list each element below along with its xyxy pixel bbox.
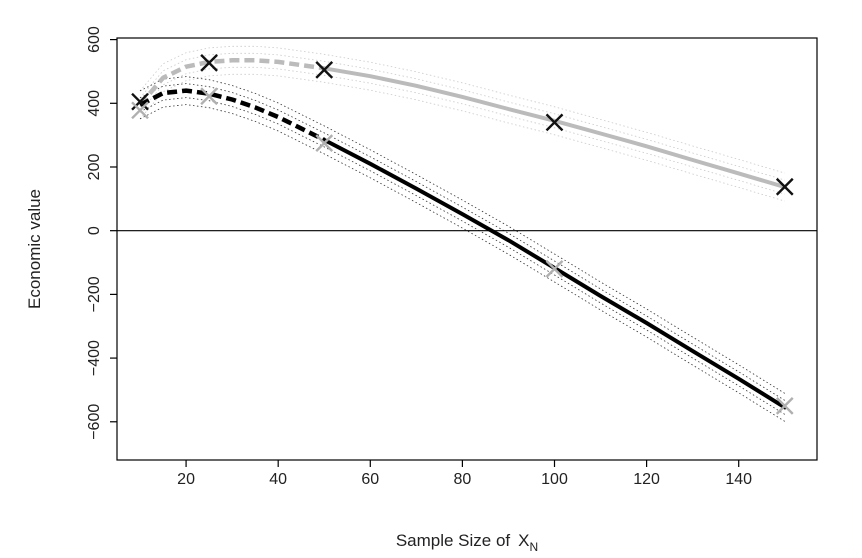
y-axis-label: Economic value [25, 189, 44, 309]
x-tick-label: 20 [177, 471, 195, 488]
x-marker [315, 61, 334, 79]
series-line [322, 137, 787, 410]
x-marker [775, 177, 794, 196]
x-axis-ticks: 20 40 60 80 100 120 140 [177, 460, 752, 488]
y-tick-label: 600 [86, 26, 103, 53]
x-axis-label-symbol: X [518, 531, 529, 550]
x-axis-label-subscript: N [530, 540, 539, 554]
series-line-dashed [138, 88, 326, 142]
x-marker [775, 397, 794, 415]
observed-markers [131, 53, 794, 415]
x-marker [131, 92, 149, 111]
confidence-band-line [139, 83, 786, 401]
y-tick-label: −600 [86, 404, 103, 440]
confidence-band-line [139, 76, 786, 394]
x-axis-label-text: Sample Size of [396, 531, 511, 550]
x-tick-label: 120 [633, 471, 660, 488]
confidence-band-line [139, 104, 786, 422]
y-tick-label: −400 [86, 340, 103, 376]
x-marker [200, 87, 218, 106]
x-tick-label: 100 [541, 471, 568, 488]
confidence-band-line [139, 52, 785, 181]
y-tick-label: 0 [86, 226, 103, 235]
y-tick-label: −200 [86, 276, 103, 312]
x-tick-label: 40 [269, 471, 287, 488]
plot-frame [116, 37, 818, 461]
x-marker [200, 53, 218, 72]
x-tick-label: 60 [361, 471, 379, 488]
confidence-band-line [139, 45, 785, 174]
confidence-band-line [139, 73, 785, 202]
x-marker [315, 134, 334, 152]
x-axis-label: Sample Size of XN [396, 531, 538, 554]
series-line-dashed [138, 58, 325, 107]
y-tick-label: 200 [86, 154, 103, 181]
confidence-band-line [139, 66, 785, 195]
y-tick-label: 400 [86, 90, 103, 117]
confidence-band-line [139, 97, 786, 415]
x-tick-label: 140 [725, 471, 752, 488]
x-marker [545, 113, 564, 132]
confidence-bands [139, 45, 786, 422]
x-tick-label: 80 [453, 471, 471, 488]
y-axis-ticks: 600 400 200 0 −200 −400 −600 [86, 26, 117, 440]
x-marker [131, 101, 149, 120]
x-marker [545, 260, 564, 278]
